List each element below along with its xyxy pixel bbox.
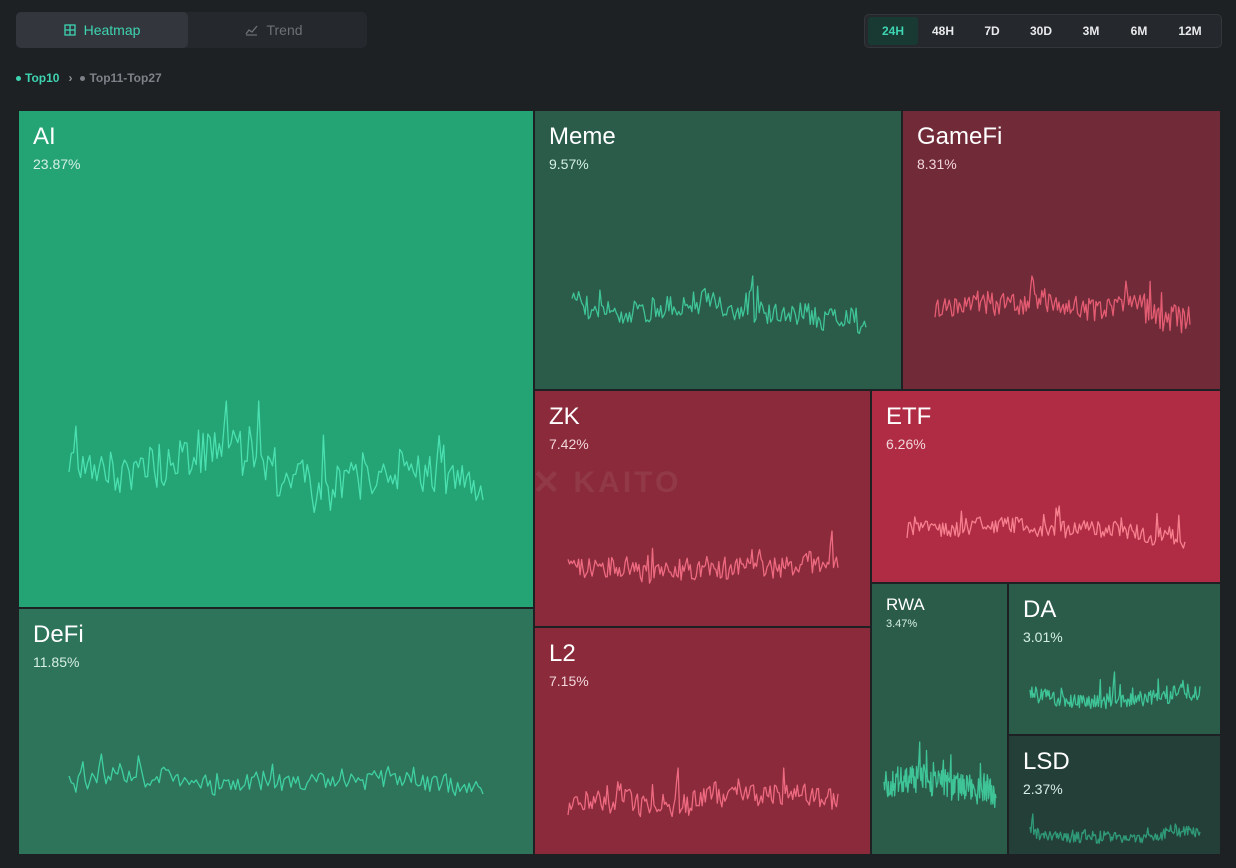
- sparkline-chart: [1029, 813, 1201, 844]
- sparkline-series: [883, 741, 997, 809]
- range-12m-button[interactable]: 12M: [1178, 24, 1202, 38]
- sparkline-chart: [68, 753, 484, 797]
- tile-name: RWA: [886, 595, 925, 614]
- tile-rwa[interactable]: RWA 3.47%: [871, 583, 1008, 855]
- breadcrumb-top10-label: Top10: [25, 71, 60, 85]
- range-30d-button[interactable]: 30D: [1029, 24, 1052, 38]
- sparkline-series: [68, 753, 484, 797]
- sparkline-chart: [1029, 671, 1201, 710]
- sparkline-series: [934, 275, 1191, 334]
- tile-da[interactable]: DA 3.01%: [1008, 583, 1221, 735]
- tile-etf[interactable]: ETF 6.26%: [871, 390, 1221, 583]
- tile-share: 9.57%: [549, 156, 589, 172]
- tile-share: 23.87%: [33, 156, 81, 172]
- tile-name: GameFi: [917, 123, 1003, 150]
- time-range-selector: 24H 48H 7D 30D 3M 6M 12M: [864, 14, 1222, 48]
- trend-chart-icon: [245, 25, 258, 36]
- range-24h-button[interactable]: 24H: [868, 17, 918, 45]
- breadcrumb: Top10 › Top11-Top27: [16, 71, 162, 85]
- active-dot-icon: [16, 75, 21, 81]
- breadcrumb-top11-top27-label: Top11-Top27: [89, 71, 162, 85]
- chevron-right-icon: ›: [68, 71, 73, 85]
- sparkline-chart: [883, 741, 997, 809]
- sparkline-series: [906, 505, 1186, 549]
- tile-share: 7.15%: [549, 673, 589, 689]
- sparkline-chart: [567, 530, 839, 584]
- sector-treemap: AI 23.87% DeFi 11.85% Meme 9.57% GameFi …: [18, 110, 1221, 855]
- heatmap-icon: [63, 24, 76, 36]
- heatmap-tab[interactable]: Heatmap: [16, 12, 188, 48]
- sparkline-chart: [906, 505, 1186, 549]
- sparkline-series: [1029, 671, 1201, 710]
- tile-name: L2: [549, 640, 576, 667]
- heatmap-tab-label: Heatmap: [83, 22, 141, 38]
- inactive-dot-icon: [80, 75, 86, 81]
- sparkline-series: [1029, 813, 1201, 844]
- tile-name: LSD: [1023, 748, 1070, 775]
- tile-name: ETF: [886, 403, 932, 430]
- range-6m-button[interactable]: 6M: [1130, 24, 1148, 38]
- tile-share: 3.01%: [1023, 629, 1063, 645]
- sparkline-series: [567, 767, 839, 818]
- tile-name: Meme: [549, 123, 616, 150]
- sparkline-chart: [68, 400, 484, 514]
- range-48h-button[interactable]: 48H: [931, 24, 954, 38]
- sparkline-series: [567, 530, 839, 584]
- range-7d-button[interactable]: 7D: [984, 24, 1000, 38]
- trend-tab-label: Trend: [266, 22, 303, 38]
- tile-share: 7.42%: [549, 436, 589, 452]
- breadcrumb-top10[interactable]: Top10: [16, 71, 59, 85]
- tile-defi[interactable]: DeFi 11.85%: [18, 608, 534, 855]
- tile-lsd[interactable]: LSD 2.37%: [1008, 735, 1221, 855]
- tile-l2[interactable]: L2 7.15%: [534, 627, 871, 855]
- sparkline-series: [68, 400, 484, 514]
- view-toggle: Heatmap Trend: [16, 12, 367, 48]
- tile-zk[interactable]: ZK 7.42%: [534, 390, 871, 627]
- tile-name: DeFi: [33, 621, 84, 648]
- tile-share: 3.47%: [886, 618, 918, 630]
- tile-gamefi[interactable]: GameFi 8.31%: [902, 110, 1221, 390]
- sparkline-chart: [571, 275, 867, 335]
- tile-name: DA: [1023, 596, 1057, 623]
- tile-name: ZK: [549, 403, 580, 430]
- sparkline-series: [571, 275, 867, 335]
- sparkline-chart: [567, 767, 839, 818]
- tile-share: 2.37%: [1023, 781, 1063, 797]
- range-3m-button[interactable]: 3M: [1082, 24, 1100, 38]
- tile-share: 11.85%: [33, 654, 80, 670]
- trend-tab[interactable]: Trend: [188, 12, 360, 48]
- tile-ai[interactable]: AI 23.87%: [18, 110, 534, 608]
- tile-name: AI: [33, 123, 56, 150]
- tile-meme[interactable]: Meme 9.57%: [534, 110, 902, 390]
- tile-share: 6.26%: [886, 436, 926, 452]
- breadcrumb-top11-top27[interactable]: Top11-Top27: [80, 71, 162, 85]
- tile-share: 8.31%: [917, 156, 957, 172]
- sparkline-chart: [934, 275, 1191, 334]
